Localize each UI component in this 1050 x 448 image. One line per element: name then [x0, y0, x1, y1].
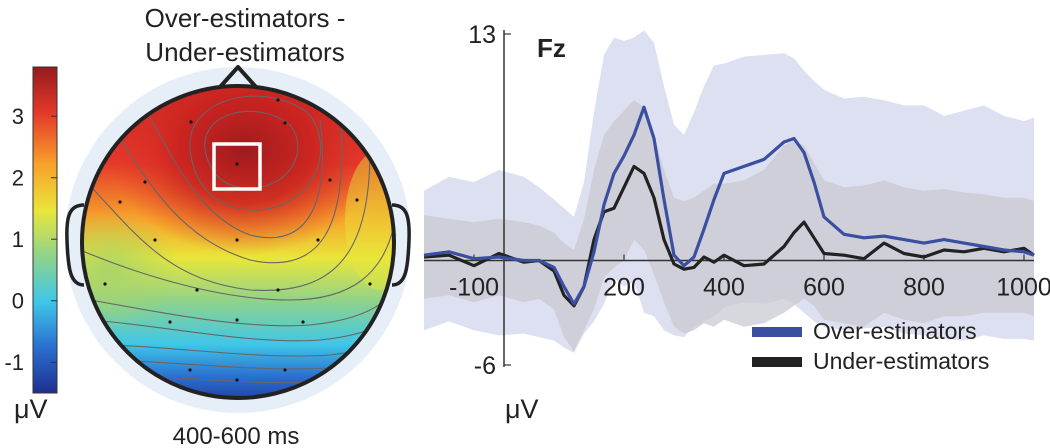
- nose-icon: [218, 65, 258, 89]
- line-over-estimators: [423, 105, 1035, 306]
- electrode-dots: [103, 98, 372, 382]
- highlight-box: [212, 142, 262, 191]
- left-ear-icon: [65, 203, 85, 287]
- chart-title: Fz: [537, 33, 566, 63]
- line-under-estimators: [423, 164, 1035, 308]
- topoplot: Over-estimators - Under-estimators 3 2 1 0 -…: [4, 3, 411, 448]
- legend-swatch: [752, 357, 802, 367]
- topo-title-line2: Under-estimators: [145, 37, 344, 67]
- topo-title-line1: Over-estimators -: [145, 3, 346, 33]
- head-outline: [80, 84, 396, 400]
- x-tick-label: -100: [449, 273, 499, 301]
- x-tick-label: 200: [603, 273, 645, 301]
- band-under-estimators: [424, 100, 1034, 352]
- series-lines: [423, 105, 1035, 308]
- right-ear-icon: [391, 203, 411, 287]
- axes: -100 200 400 600 800 1000 13 -6: [424, 21, 1050, 380]
- y-tick-label: -6: [474, 352, 496, 380]
- legend-swatch: [752, 327, 802, 337]
- x-tick-label: 400: [703, 273, 745, 301]
- y-tick-label: 13: [468, 21, 496, 49]
- x-tick-label: 1000: [996, 273, 1050, 301]
- confidence-bands: [424, 30, 1034, 353]
- colorbar-tick-label: -1: [4, 350, 24, 375]
- legend-label: Over-estimators: [813, 318, 977, 344]
- colorbar-tick-label: 0: [12, 289, 24, 314]
- colorbar-tick-label: 3: [12, 104, 24, 129]
- colorbar-tick-label: 1: [12, 227, 24, 252]
- y-axis-label: μV: [505, 394, 539, 424]
- legend-label: Under-estimators: [813, 348, 989, 374]
- colorbar-tick-label: 2: [12, 166, 24, 191]
- legend: Over-estimators Under-estimators: [752, 318, 989, 374]
- colorbar: [32, 66, 58, 394]
- erp-chart: -100 200 400 600 800 1000 13 -6 Fz μV Over-esti…: [423, 21, 1050, 424]
- colorbar-unit: μV: [14, 394, 48, 424]
- colorbar-ticks: 3 2 1 0 -1: [4, 104, 57, 375]
- x-tick-label: 800: [903, 273, 945, 301]
- time-window-label: 400-600 ms: [173, 423, 300, 448]
- x-tick-label: 600: [803, 273, 845, 301]
